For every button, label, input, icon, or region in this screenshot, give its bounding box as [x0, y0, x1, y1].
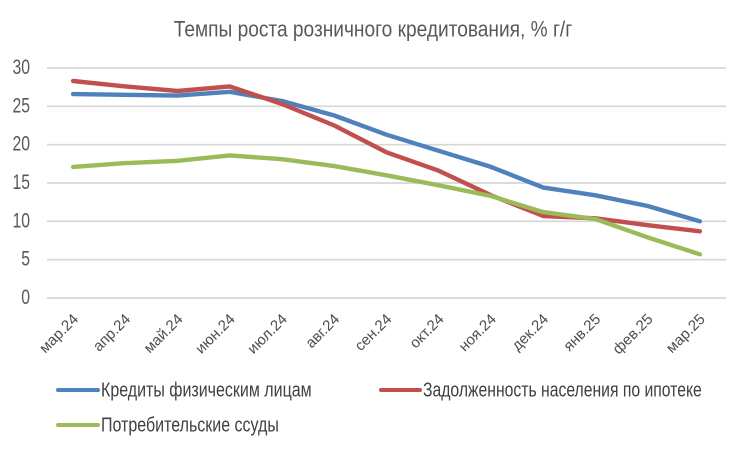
- svg-text:10: 10: [12, 208, 30, 232]
- svg-text:Темпы роста розничного кредито: Темпы роста розничного кредитования, % г…: [174, 17, 572, 42]
- svg-text:20: 20: [12, 131, 30, 155]
- svg-text:0: 0: [21, 285, 30, 309]
- svg-text:30: 30: [12, 55, 30, 79]
- svg-text:Потребительские ссуды: Потребительские ссуды: [101, 414, 279, 436]
- svg-text:5: 5: [21, 246, 30, 270]
- svg-text:15: 15: [12, 170, 30, 194]
- svg-text:Задолженность населения по ипо: Задолженность населения по ипотеке: [423, 379, 702, 401]
- svg-text:25: 25: [12, 93, 30, 117]
- svg-text:Кредиты физическим лицам: Кредиты физическим лицам: [101, 379, 312, 401]
